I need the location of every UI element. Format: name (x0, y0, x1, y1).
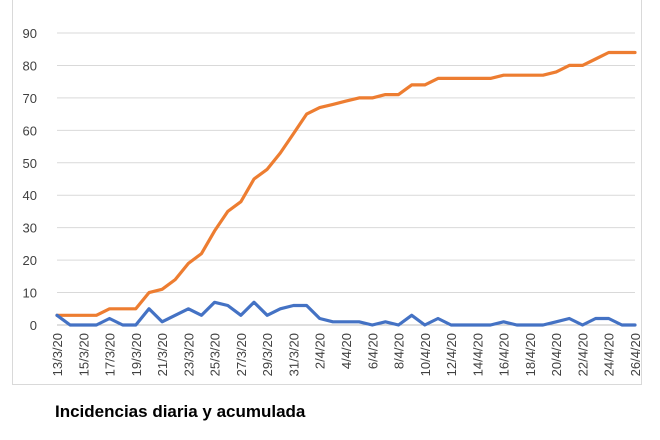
x-tick-label: 15/3/20 (76, 333, 91, 376)
x-tick-label: 8/4/20 (392, 333, 407, 369)
x-tick-label: 18/4/20 (523, 333, 538, 376)
x-tick-label: 4/4/20 (339, 333, 354, 369)
x-tick-label: 10/4/20 (418, 333, 433, 376)
x-tick-label: 17/3/20 (103, 333, 118, 376)
x-tick-label: 24/4/20 (602, 333, 617, 376)
y-tick-label: 90 (23, 26, 37, 41)
y-tick-label: 80 (23, 58, 37, 73)
x-tick-label: 12/4/20 (444, 333, 459, 376)
x-tick-label: 16/4/20 (497, 333, 512, 376)
grid (57, 32, 635, 326)
x-tick-label: 23/3/20 (181, 333, 196, 376)
daily-series-line (55, 300, 637, 327)
y-tick-label: 60 (23, 123, 37, 138)
x-tick-label: 6/4/20 (365, 333, 380, 369)
chart-frame: 0 10 20 30 40 50 60 70 80 90 13/3/20 15/3/20 17/3/2… (12, 0, 643, 385)
x-tick-label: 2/4/20 (313, 333, 328, 369)
chart-caption: Incidencias diaria y acumulada (55, 402, 306, 421)
x-tick-label: 27/3/20 (234, 333, 249, 376)
y-tick-label: 40 (23, 188, 37, 203)
x-tick-label: 14/4/20 (470, 333, 485, 376)
x-tick-label: 19/3/20 (129, 333, 144, 376)
x-tick-label: 20/4/20 (549, 333, 564, 376)
x-tick-label: 26/4/20 (628, 333, 643, 376)
x-tick-label: 22/4/20 (575, 333, 590, 376)
cumulative-series-line (55, 50, 637, 317)
line-chart: 0 10 20 30 40 50 60 70 80 90 13/3/20 15/3/20 17/3/2… (23, 26, 643, 376)
x-tick-label: 29/3/20 (260, 333, 275, 376)
y-tick-label: 20 (23, 253, 37, 268)
series (55, 50, 637, 327)
y-axis: 0 10 20 30 40 50 60 70 80 90 (23, 26, 37, 333)
x-tick-label: 13/3/20 (50, 333, 65, 376)
y-tick-label: 10 (23, 286, 37, 301)
y-tick-label: 30 (23, 221, 37, 236)
y-tick-label: 70 (23, 91, 37, 106)
y-tick-label: 50 (23, 156, 37, 171)
x-tick-label: 31/3/20 (286, 333, 301, 376)
x-axis: 13/3/20 15/3/20 17/3/20 19/3/20 21/3/20 23/3/… (50, 333, 643, 376)
y-tick-label: 0 (30, 318, 37, 333)
x-tick-label: 21/3/20 (155, 333, 170, 376)
x-tick-label: 25/3/20 (208, 333, 223, 376)
